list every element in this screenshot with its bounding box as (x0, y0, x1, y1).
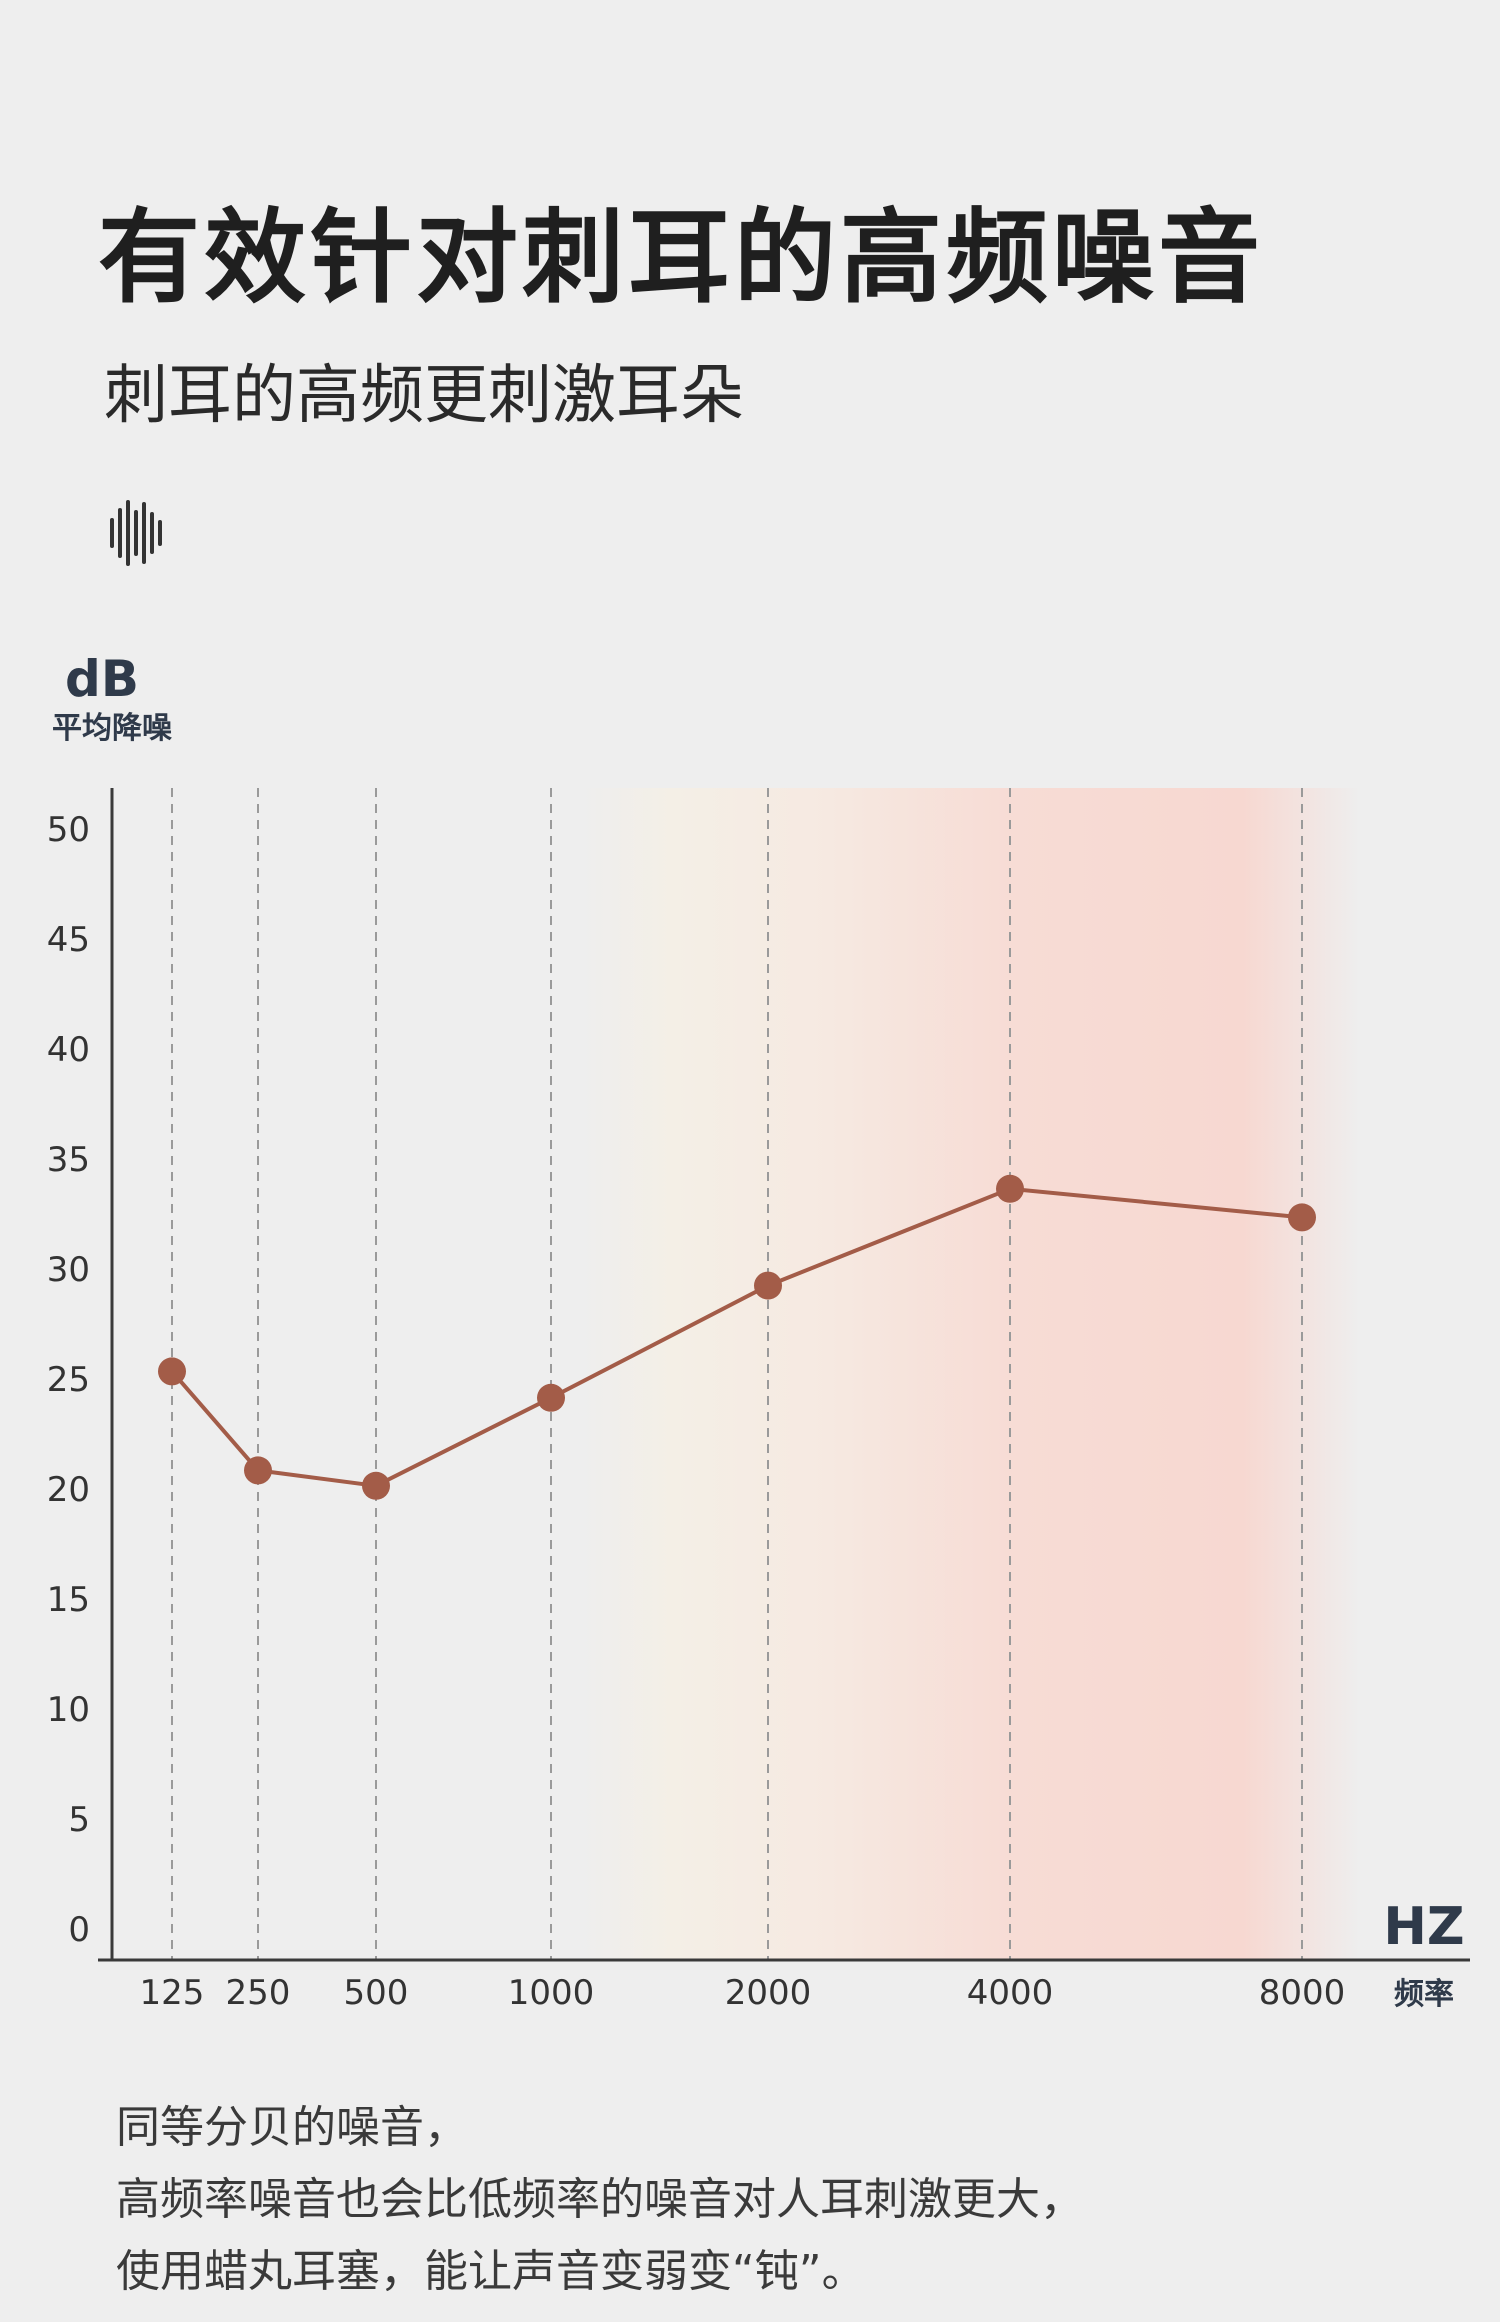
footer-line: 高频率噪音也会比低频率的噪音对人耳刺激更大， (116, 2174, 1084, 2225)
x-tick-label: 125 (140, 1973, 205, 2013)
footer-line: 使用蜡丸耳塞，能让声音变弱变“钝”。 (116, 2246, 866, 2297)
y-tick-label: 20 (47, 1470, 90, 1510)
y-axis-subtitle: 平均降噪 (52, 711, 172, 746)
x-tick-label: 250 (226, 1973, 291, 2013)
data-point-125 (158, 1357, 186, 1386)
y-tick-label: 40 (47, 1030, 90, 1070)
y-tick-label: 50 (47, 810, 90, 850)
footer-note: 同等分贝的噪音， 高频率噪音也会比低频率的噪音对人耳刺激更大， 使用蜡丸耳塞，能… (116, 2092, 1084, 2308)
y-tick-label: 45 (47, 920, 90, 960)
y-tick-label: 15 (47, 1580, 90, 1620)
data-point-1000 (537, 1383, 565, 1412)
page-title: 有效针对刺耳的高频噪音 (98, 199, 1264, 318)
high-frequency-band (580, 788, 1360, 1960)
footer-line: 同等分贝的噪音， (116, 2102, 468, 2153)
data-point-2000 (754, 1271, 782, 1300)
x-axis-subtitle: 频率 (1394, 1977, 1454, 2012)
y-tick-label: 25 (47, 1360, 90, 1400)
page-subtitle: 刺耳的高频更刺激耳朵 (104, 359, 744, 433)
data-point-500 (362, 1471, 390, 1500)
y-axis-title: dB (65, 650, 139, 708)
data-point-4000 (996, 1174, 1024, 1203)
x-axis-title: HZ (1383, 1897, 1464, 1957)
x-tick-label: 500 (344, 1973, 409, 2013)
x-tick-label: 1000 (508, 1973, 595, 2013)
data-point-8000 (1288, 1203, 1316, 1232)
noise-reduction-chart: 0 5 10 15 20 25 30 35 40 45 50 125 250 500 1000 2000 400… (47, 650, 1470, 2013)
x-tick-label: 4000 (967, 1973, 1054, 2013)
data-point-250 (244, 1456, 272, 1485)
y-tick-label: 5 (68, 1800, 90, 1840)
y-tick-label: 0 (68, 1910, 90, 1950)
y-tick-label: 35 (47, 1140, 90, 1180)
x-tick-label: 8000 (1259, 1973, 1346, 2013)
sound-wave-icon (110, 500, 162, 566)
y-tick-label: 30 (47, 1250, 90, 1290)
x-tick-label: 2000 (725, 1973, 812, 2013)
y-tick-label: 10 (47, 1690, 90, 1730)
